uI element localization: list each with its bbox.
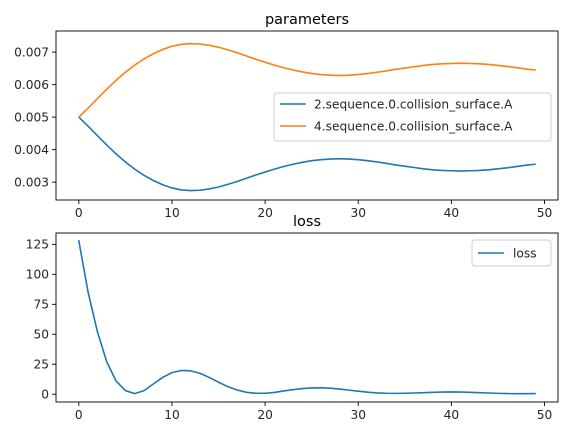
legend-label-loss: loss [513, 247, 537, 261]
parameters-x-tick-label: 20 [257, 206, 273, 220]
loss-series-line-0 [78, 239, 536, 395]
loss-x-tick-label: 0 [75, 408, 83, 422]
loss-axes-frame [55, 232, 559, 403]
loss-x-tick-label: 40 [444, 408, 460, 422]
legend-label-series-4: 4.sequence.0.collision_surface.A [314, 120, 513, 134]
parameters-x-axis: 0 10 20 30 40 50 [75, 200, 552, 220]
parameters-y-tick-label: 0.007 [14, 45, 49, 59]
parameters-y-axis: 0.003 0.004 0.005 0.006 0.007 [14, 45, 56, 189]
parameters-x-tick-label: 50 [537, 206, 553, 220]
loss-x-tick-label: 50 [537, 408, 553, 422]
loss-y-tick-label: 25 [33, 358, 49, 372]
loss-y-axis: 0 25 50 75 100 125 [26, 238, 56, 402]
loss-legend-box [471, 239, 552, 267]
loss-y-tick-label: 100 [26, 268, 49, 282]
parameters-x-tick-label: 30 [350, 206, 366, 220]
loss-x-axis: 0 10 20 30 40 50 [75, 402, 552, 422]
parameters-y-tick-label: 0.003 [14, 175, 49, 189]
parameters-title: parameters [265, 12, 349, 28]
parameters-series-line-0 [78, 116, 536, 192]
loss-x-tick-label: 10 [164, 408, 180, 422]
parameters-axes-frame [55, 30, 559, 201]
loss-legend: loss [471, 239, 552, 267]
parameters-series-line-1 [78, 42, 536, 118]
parameters-panel: parameters 0 10 20 30 40 50 0.0030.0040.0050.… [14, 12, 559, 220]
parameters-x-tick-label: 0 [75, 206, 83, 220]
parameters-y-tick-label: 0.004 [14, 143, 49, 157]
loss-x-tick-label: 30 [350, 408, 366, 422]
loss-y-tick-label: 0 [41, 388, 49, 402]
parameters-y-tick-label: 0.006 [14, 78, 49, 92]
legend-label-series-2: 2.sequence.0.collision_surface.A [314, 98, 513, 112]
loss-x-tick-label: 20 [257, 408, 273, 422]
loss-series-layer [78, 239, 536, 395]
parameters-legend: 2.sequence.0.collision_surface.A 4.seque… [273, 92, 552, 142]
parameters-x-tick-label: 40 [444, 206, 460, 220]
parameters-series-layer [78, 42, 536, 192]
loss-y-tick-label: 125 [26, 238, 49, 252]
loss-panel: loss 0 10 20 30 40 50 0 25 50 75 100 125 loss [26, 214, 559, 422]
parameters-x-tick-label: 10 [164, 206, 180, 220]
loss-y-tick-label: 50 [33, 328, 49, 342]
parameters-y-tick-label: 0.005 [14, 110, 49, 124]
loss-title: loss [293, 214, 321, 230]
loss-y-tick-label: 75 [33, 298, 49, 312]
parameters-legend-box [273, 92, 552, 142]
